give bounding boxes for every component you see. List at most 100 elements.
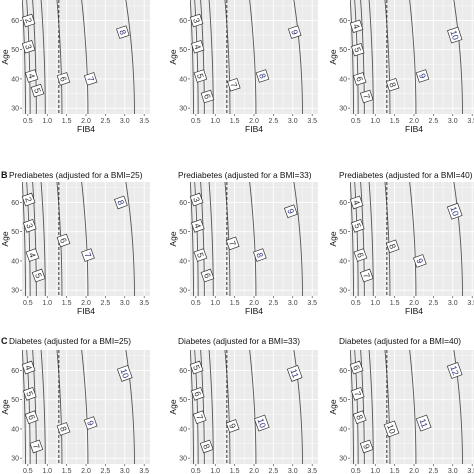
contour-label: 5 — [351, 42, 365, 57]
x-tick-label: 3.5 — [467, 118, 474, 125]
contour-label-box — [253, 414, 270, 432]
contour-label-box — [352, 72, 367, 86]
contour-label: 6 — [24, 410, 39, 425]
contour-label: 6 — [353, 248, 368, 262]
contour-line-9 — [81, 350, 89, 464]
contour-label-text: 8 — [201, 443, 212, 451]
x-tick-label: 2.5 — [269, 300, 279, 307]
x-tick-label: 2.0 — [409, 468, 419, 474]
contour-label: 6 — [56, 72, 71, 86]
contour-label-text: 5 — [32, 87, 43, 95]
contour-label: 9 — [225, 419, 240, 433]
contour-label-box — [24, 69, 39, 83]
x-tick-label: 3.0 — [120, 468, 130, 474]
y-tick-label: 40 — [339, 258, 347, 265]
y-tick-label: 40 — [339, 426, 347, 433]
contour-line-9 — [453, 0, 463, 114]
contour-label-text: 10 — [448, 205, 461, 218]
x-tick-label: 3.5 — [307, 300, 317, 307]
contour-label-text: 3 — [23, 43, 34, 51]
contour-label-box — [359, 268, 374, 283]
panel-r2c0: 456789100.51.01.52.02.53.03.530405060FIB… — [0, 350, 150, 474]
contour-label-text: 6 — [354, 75, 365, 83]
contour-label: 7 — [192, 410, 207, 425]
y-tick-label: 30 — [339, 106, 347, 113]
contour-label-text: 12 — [448, 364, 461, 377]
contour-line-7 — [81, 0, 89, 114]
contour-label: 6 — [352, 72, 367, 86]
y-tick-label: 30 — [339, 456, 347, 463]
contour-label-text: 7 — [31, 443, 42, 451]
x-tick-label: 2.0 — [81, 468, 91, 474]
x-axis-label: FIB4 — [405, 124, 423, 134]
contour-label-box — [22, 218, 37, 233]
y-axis-label: Age — [328, 399, 338, 414]
y-axis-label: Age — [328, 231, 338, 246]
contour-label: 4 — [191, 40, 205, 54]
x-axis-label: FIB4 — [77, 306, 95, 316]
contour-label-box — [227, 78, 241, 92]
contour-label: 8 — [116, 25, 130, 39]
y-tick-label: 60 — [11, 200, 19, 207]
y-tick-label: 60 — [339, 200, 347, 207]
contour-label-text: 7 — [361, 93, 372, 101]
contour-label-box — [446, 202, 463, 220]
contour-label-text: 4 — [351, 199, 362, 207]
contour-label: 6 — [349, 360, 364, 375]
contour-label: 8 — [114, 195, 128, 210]
y-tick-label: 30 — [179, 288, 187, 295]
y-tick-label: 40 — [179, 258, 187, 265]
contour-label-box — [349, 360, 364, 375]
contour-line-5 — [208, 0, 214, 114]
x-tick-label: 3.5 — [467, 468, 474, 474]
contour-label-box — [81, 248, 95, 262]
y-tick-label: 60 — [179, 368, 187, 375]
contour-label-text: 9 — [417, 72, 428, 80]
y-axis-label: Age — [168, 231, 178, 246]
contour-label-box — [24, 410, 39, 425]
contour-label-text: 7 — [194, 413, 205, 421]
contour-line-8 — [208, 350, 214, 464]
contour-label-text: 4 — [192, 43, 203, 51]
contour-label-box — [56, 422, 71, 436]
contour-line-10 — [453, 182, 463, 296]
contour-label: 3 — [189, 192, 204, 207]
contour-label-text: 5 — [195, 251, 206, 259]
contour-label-text: 6 — [202, 93, 213, 101]
contour-label-text: 4 — [351, 23, 362, 31]
y-tick-label: 60 — [179, 200, 187, 207]
contour-label: 7 — [225, 236, 240, 251]
x-tick-label: 3.0 — [448, 468, 458, 474]
contour-label: 3 — [22, 218, 37, 233]
contour-label: 7 — [81, 248, 95, 262]
x-tick-label: 1.5 — [390, 300, 400, 307]
y-axis-label: Age — [0, 49, 10, 64]
x-tick-label: 1.0 — [370, 468, 380, 474]
contour-label-text: 7 — [85, 75, 96, 83]
contour-line-6 — [368, 0, 374, 114]
x-axis-label: FIB4 — [245, 306, 263, 316]
contour-label-text: 5 — [195, 72, 206, 80]
contour-label: 10 — [447, 26, 463, 44]
contour-label: 7 — [359, 89, 374, 104]
contour-label-box — [353, 248, 368, 262]
x-tick-label: 1.0 — [42, 468, 52, 474]
contour-line-8 — [409, 0, 417, 114]
x-tick-label: 2.0 — [249, 468, 259, 474]
contour-label: 9 — [412, 254, 427, 268]
x-tick-label: 3.5 — [139, 300, 149, 307]
contour-line-10 — [384, 350, 391, 464]
x-tick-label: 0.5 — [191, 468, 201, 474]
x-tick-label: 1.0 — [210, 300, 220, 307]
contour-label-box — [114, 195, 128, 210]
x-tick-label: 2.0 — [81, 118, 91, 125]
contour-label-box — [200, 89, 215, 104]
x-tick-label: 3.0 — [288, 468, 298, 474]
row-b-letter: B — [1, 170, 8, 180]
contour-label-box — [350, 386, 365, 401]
contour-label: 12 — [446, 362, 463, 379]
x-tick-label: 1.0 — [370, 300, 380, 307]
y-tick-label: 30 — [179, 456, 187, 463]
panel-title-c2: Diabetes (adjusted for a BMI=33) — [178, 336, 300, 346]
y-axis-label: Age — [0, 399, 10, 414]
